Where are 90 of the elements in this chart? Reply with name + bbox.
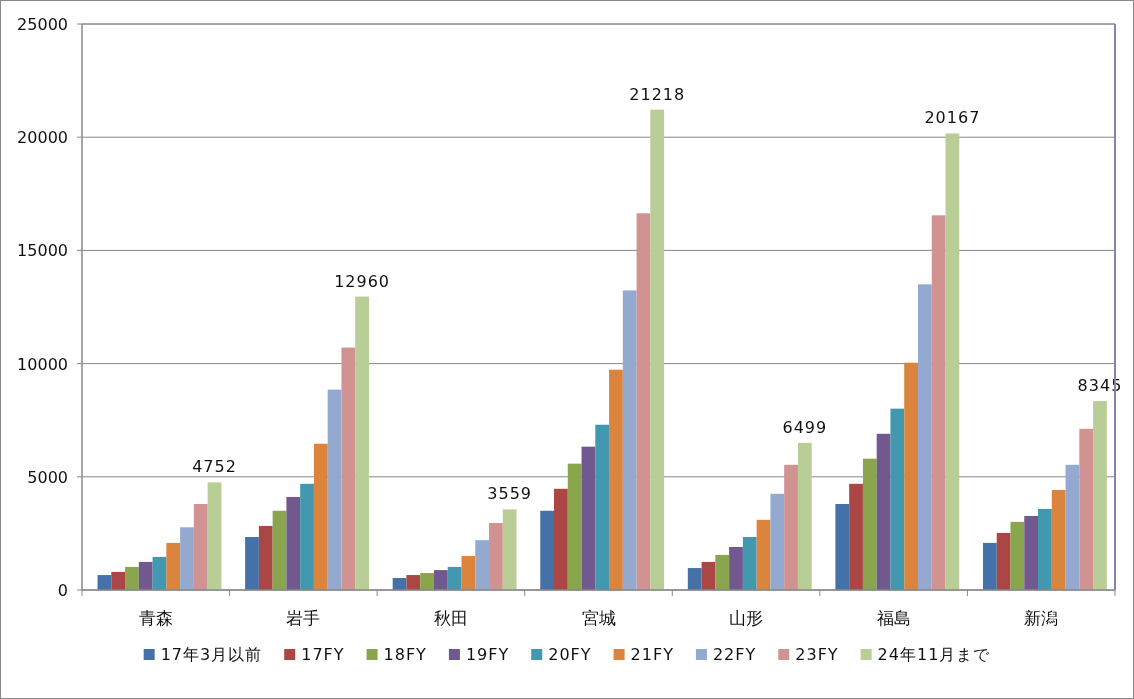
bar	[447, 566, 462, 590]
bar	[475, 540, 490, 590]
bar	[835, 503, 850, 590]
bar	[996, 532, 1011, 590]
bar	[554, 488, 568, 590]
legend-label: 17年3月以前	[160, 645, 263, 664]
data-label: 4752	[192, 457, 237, 477]
x-tick-label: 秋田	[433, 608, 468, 628]
bar	[300, 483, 314, 590]
bar	[138, 561, 153, 590]
legend-label: 20FY	[548, 645, 592, 664]
bar	[341, 347, 356, 590]
y-tick-label: 25000	[17, 15, 68, 34]
bar	[193, 503, 208, 590]
bar	[636, 213, 651, 590]
bar	[1051, 489, 1066, 590]
bar	[890, 408, 905, 590]
bar	[701, 561, 716, 590]
data-label: 12960	[334, 271, 391, 291]
legend-label: 18FY	[383, 645, 427, 664]
bar	[461, 556, 476, 590]
bar	[904, 362, 918, 590]
bar	[406, 575, 421, 590]
bar	[245, 537, 259, 590]
bar	[756, 519, 771, 590]
bar	[313, 443, 328, 590]
data-label: 8345	[1077, 376, 1123, 396]
bar	[489, 522, 503, 590]
bar	[945, 133, 960, 590]
bar	[770, 493, 785, 590]
y-tick-label: 20000	[17, 128, 68, 148]
bar	[1079, 428, 1094, 590]
bar	[982, 542, 997, 590]
bar	[355, 296, 369, 590]
y-tick-label: 10000	[17, 354, 68, 374]
legend-label: 22FY	[712, 645, 757, 664]
bar	[849, 483, 863, 590]
data-label: 3559	[487, 484, 533, 504]
bar	[609, 369, 623, 590]
bar	[797, 442, 812, 590]
x-tick-label: 岩手	[286, 608, 321, 628]
bar	[258, 525, 273, 590]
legend-label: 23FY	[795, 645, 839, 664]
bar	[622, 290, 637, 590]
bar	[1024, 515, 1039, 590]
y-tick-label: 5000	[27, 467, 68, 487]
bar	[729, 546, 743, 590]
bar	[687, 568, 702, 590]
bar	[931, 215, 946, 590]
bar	[180, 527, 194, 590]
x-tick-label: 福島	[876, 608, 911, 628]
bar	[715, 554, 730, 590]
bar	[581, 446, 596, 590]
data-label: 20167	[924, 108, 981, 128]
bar	[166, 542, 181, 590]
bar	[1010, 521, 1025, 590]
bar	[207, 482, 222, 590]
x-tick-label: 山形	[729, 608, 764, 628]
bar	[420, 573, 434, 590]
bar	[1093, 401, 1107, 590]
bar	[152, 556, 167, 590]
x-tick-label: 宮城	[581, 608, 616, 628]
bar	[876, 433, 891, 590]
legend-label: 19FY	[465, 645, 510, 664]
bar	[540, 510, 555, 590]
bar	[286, 496, 301, 590]
bar	[1038, 508, 1052, 590]
bar	[862, 458, 877, 590]
bar	[433, 570, 448, 590]
y-tick-label: 0	[57, 581, 68, 600]
x-tick-label: 青森	[138, 608, 173, 628]
bar	[1065, 464, 1080, 590]
bar	[111, 571, 126, 590]
legend-label: 21FY	[630, 645, 674, 664]
bar	[917, 284, 932, 590]
bar	[742, 537, 757, 590]
legend-label: 17FY	[301, 645, 345, 664]
legend-label: 24年11月まで	[877, 645, 991, 664]
bar	[272, 510, 287, 590]
y-tick-label: 15000	[17, 241, 68, 261]
x-tick-label: 新潟	[1024, 608, 1059, 628]
bar	[650, 109, 665, 590]
data-label: 21218	[629, 84, 686, 104]
data-label: 6499	[782, 417, 828, 437]
bar	[327, 389, 342, 590]
bar	[125, 566, 139, 590]
bar	[595, 424, 610, 590]
bar	[784, 464, 798, 590]
bar	[502, 509, 517, 590]
bar	[567, 463, 582, 590]
